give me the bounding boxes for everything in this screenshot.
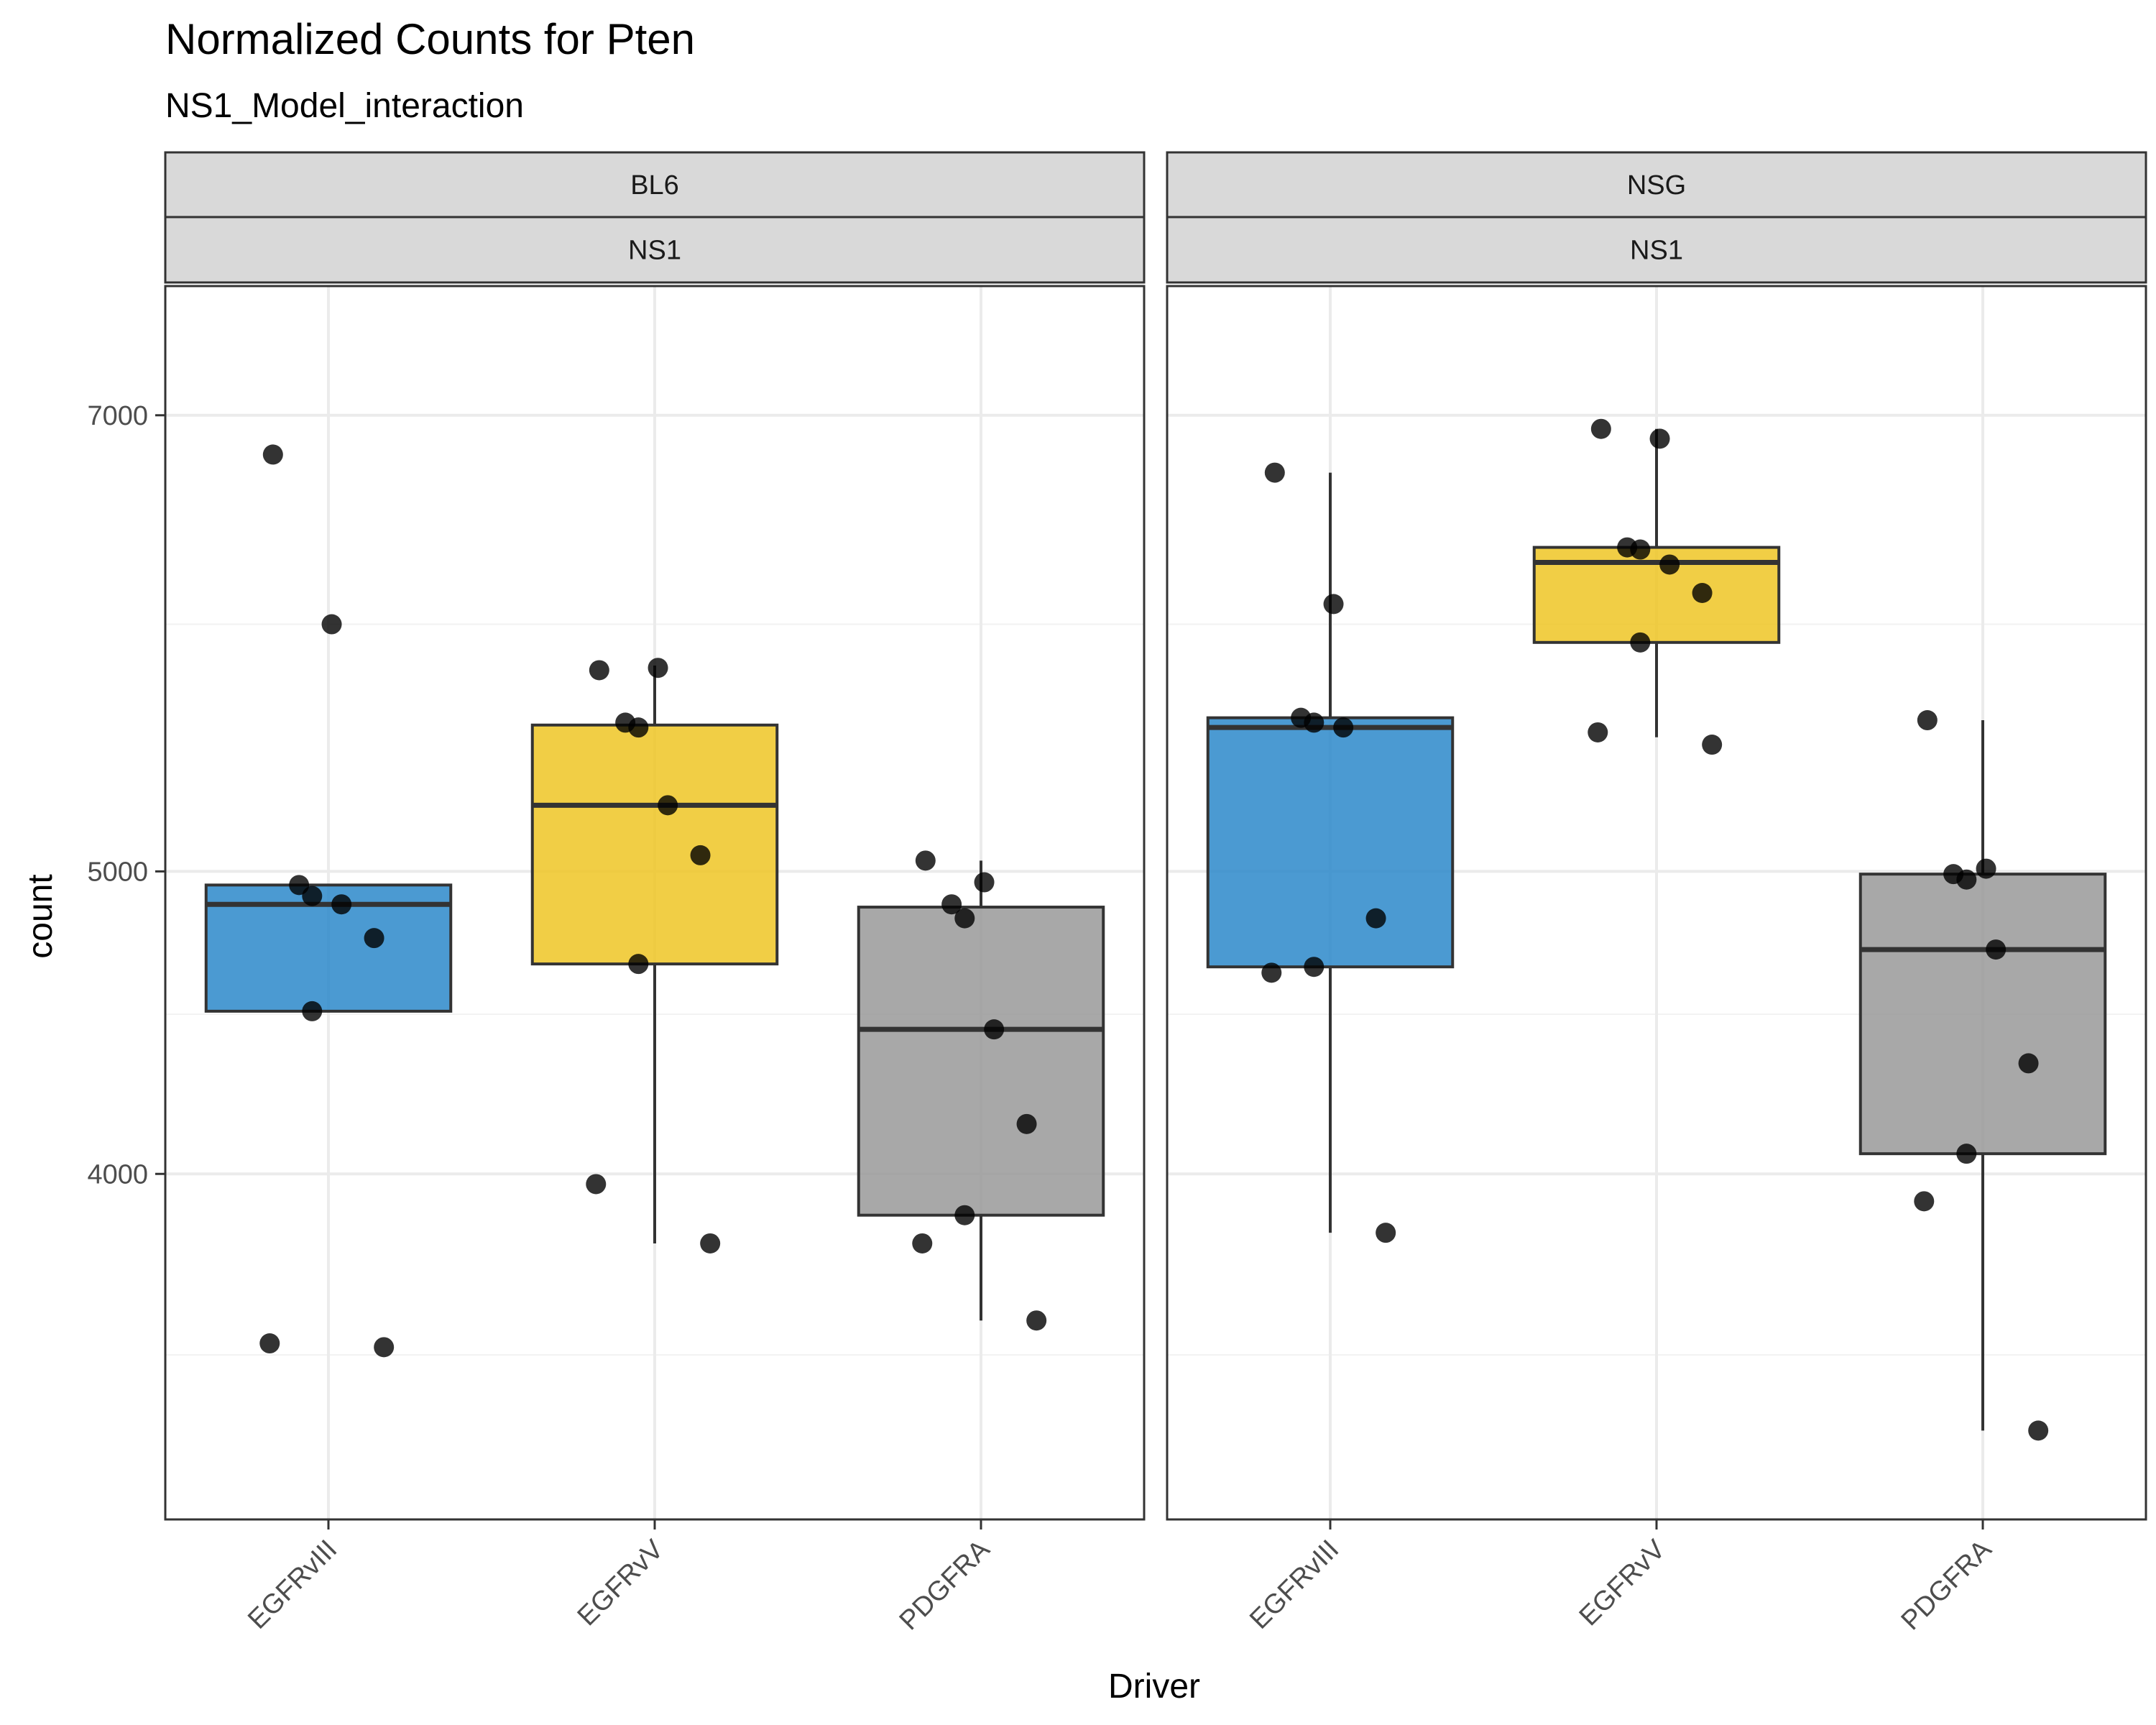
data-point-0-EGFRvV-4 [658, 795, 678, 816]
strip-top-label-1: NSG [1627, 170, 1686, 201]
data-point-1-EGFRvV-5 [1692, 583, 1713, 604]
panels-layer: BL6 NS1 EGFRvIII EGFRvV PDGFRA NSG NS1 EGFRvIII… [87, 151, 2147, 1636]
y-tick-label-2: 7000 [87, 401, 148, 431]
chart-title: Normalized Counts for Pten [165, 15, 695, 63]
data-point-0-EGFRvIII-1 [321, 614, 342, 635]
data-point-1-EGFRvV-3 [1630, 539, 1651, 560]
box-body [857, 906, 1105, 1217]
x-axis-title: Driver [1108, 1668, 1200, 1706]
data-point-0-EGFRvIII-3 [302, 886, 323, 906]
strip-top-label-0: BL6 [630, 170, 679, 201]
data-point-0-EGFRvV-8 [700, 1233, 721, 1254]
data-point-0-EGFRvIII-5 [364, 928, 384, 949]
data-point-1-EGFRvIII-7 [1261, 962, 1282, 983]
data-point-0-PDGFRA-3 [954, 908, 975, 929]
data-point-0-PDGFRA-7 [912, 1233, 933, 1254]
data-point-0-EGFRvIII-7 [259, 1333, 280, 1354]
data-point-0-EGFRvV-1 [648, 658, 668, 678]
data-point-1-PDGFRA-6 [1956, 1144, 1977, 1164]
data-point-1-PDGFRA-8 [2028, 1420, 2049, 1441]
data-point-1-EGFRvV-8 [1702, 735, 1723, 755]
box-0-EGFRvV [530, 665, 779, 1243]
data-point-0-EGFRvV-5 [690, 845, 711, 865]
data-point-0-EGFRvIII-4 [331, 894, 352, 915]
data-point-0-PDGFRA-5 [1016, 1113, 1037, 1134]
data-point-0-EGFRvV-6 [628, 954, 649, 975]
y-axis-title: count [22, 874, 60, 958]
x-tick-label-0-0: EGFRvIII [242, 1535, 343, 1635]
strip-bottom-box-0 [164, 216, 1146, 284]
data-point-1-EGFRvIII-0 [1264, 462, 1285, 483]
x-tick-label-0-2: PDGFRA [894, 1534, 996, 1636]
box-body [530, 723, 779, 966]
box-body [1858, 873, 2107, 1156]
strip-bottom-label-1: NS1 [1630, 236, 1683, 266]
chart-subtitle: NS1_Model_interaction [165, 87, 524, 125]
data-point-0-EGFRvV-3 [628, 717, 649, 738]
data-point-1-PDGFRA-3 [1956, 869, 1977, 890]
data-point-1-EGFRvIII-6 [1304, 957, 1325, 978]
data-point-1-EGFRvIII-1 [1323, 594, 1344, 615]
data-point-1-PDGFRA-7 [1914, 1191, 1935, 1212]
data-point-0-PDGFRA-2 [941, 894, 962, 915]
data-point-0-PDGFRA-1 [974, 872, 995, 893]
data-point-1-EGFRvV-1 [1649, 428, 1670, 449]
data-point-1-PDGFRA-0 [1917, 710, 1938, 731]
x-tick-label-1-2: PDGFRA [1896, 1534, 1998, 1636]
data-point-0-EGFRvV-0 [589, 660, 609, 681]
data-point-1-PDGFRA-4 [1986, 939, 2007, 960]
data-point-1-EGFRvIII-5 [1365, 908, 1386, 929]
y-tick-label-1: 5000 [87, 857, 148, 887]
data-point-0-EGFRvIII-6 [302, 1000, 323, 1021]
box-body [1206, 716, 1455, 969]
strip-bottom-label-0: NS1 [628, 236, 681, 266]
data-point-0-PDGFRA-6 [954, 1205, 975, 1225]
box-1-EGFRvIII [1206, 472, 1455, 1233]
box-1-EGFRvV [1532, 428, 1781, 737]
data-point-1-EGFRvIII-3 [1304, 712, 1325, 733]
strip-top-box-1 [1166, 151, 2147, 218]
x-tick-label-1-1: EGFRvV [1574, 1534, 1672, 1632]
box-1-PDGFRA [1858, 720, 2107, 1431]
data-point-1-EGFRvIII-4 [1333, 717, 1354, 738]
data-point-1-PDGFRA-1 [1976, 858, 1996, 879]
data-point-1-EGFRvV-4 [1659, 554, 1680, 575]
data-point-1-EGFRvV-0 [1590, 418, 1611, 439]
strip-bottom-box-1 [1166, 216, 2147, 284]
y-tick-label-0: 4000 [87, 1159, 148, 1190]
box-0-EGFRvIII [204, 883, 453, 1013]
x-tick-label-0-1: EGFRvV [572, 1534, 670, 1632]
data-point-0-EGFRvV-7 [586, 1174, 607, 1195]
data-point-0-PDGFRA-0 [915, 850, 936, 871]
data-point-1-EGFRvIII-8 [1376, 1223, 1396, 1243]
strip-top-box-0 [164, 151, 1146, 218]
data-point-0-EGFRvIII-8 [374, 1337, 395, 1358]
data-point-0-PDGFRA-8 [1026, 1310, 1047, 1331]
data-point-0-PDGFRA-4 [984, 1019, 1005, 1040]
data-point-1-EGFRvV-6 [1630, 632, 1651, 653]
data-point-1-EGFRvV-7 [1588, 722, 1608, 742]
x-tick-label-1-0: EGFRvIII [1244, 1535, 1345, 1635]
data-point-1-PDGFRA-5 [2018, 1053, 2039, 1074]
data-point-0-EGFRvIII-0 [262, 444, 283, 465]
box-0-PDGFRA [857, 860, 1105, 1321]
